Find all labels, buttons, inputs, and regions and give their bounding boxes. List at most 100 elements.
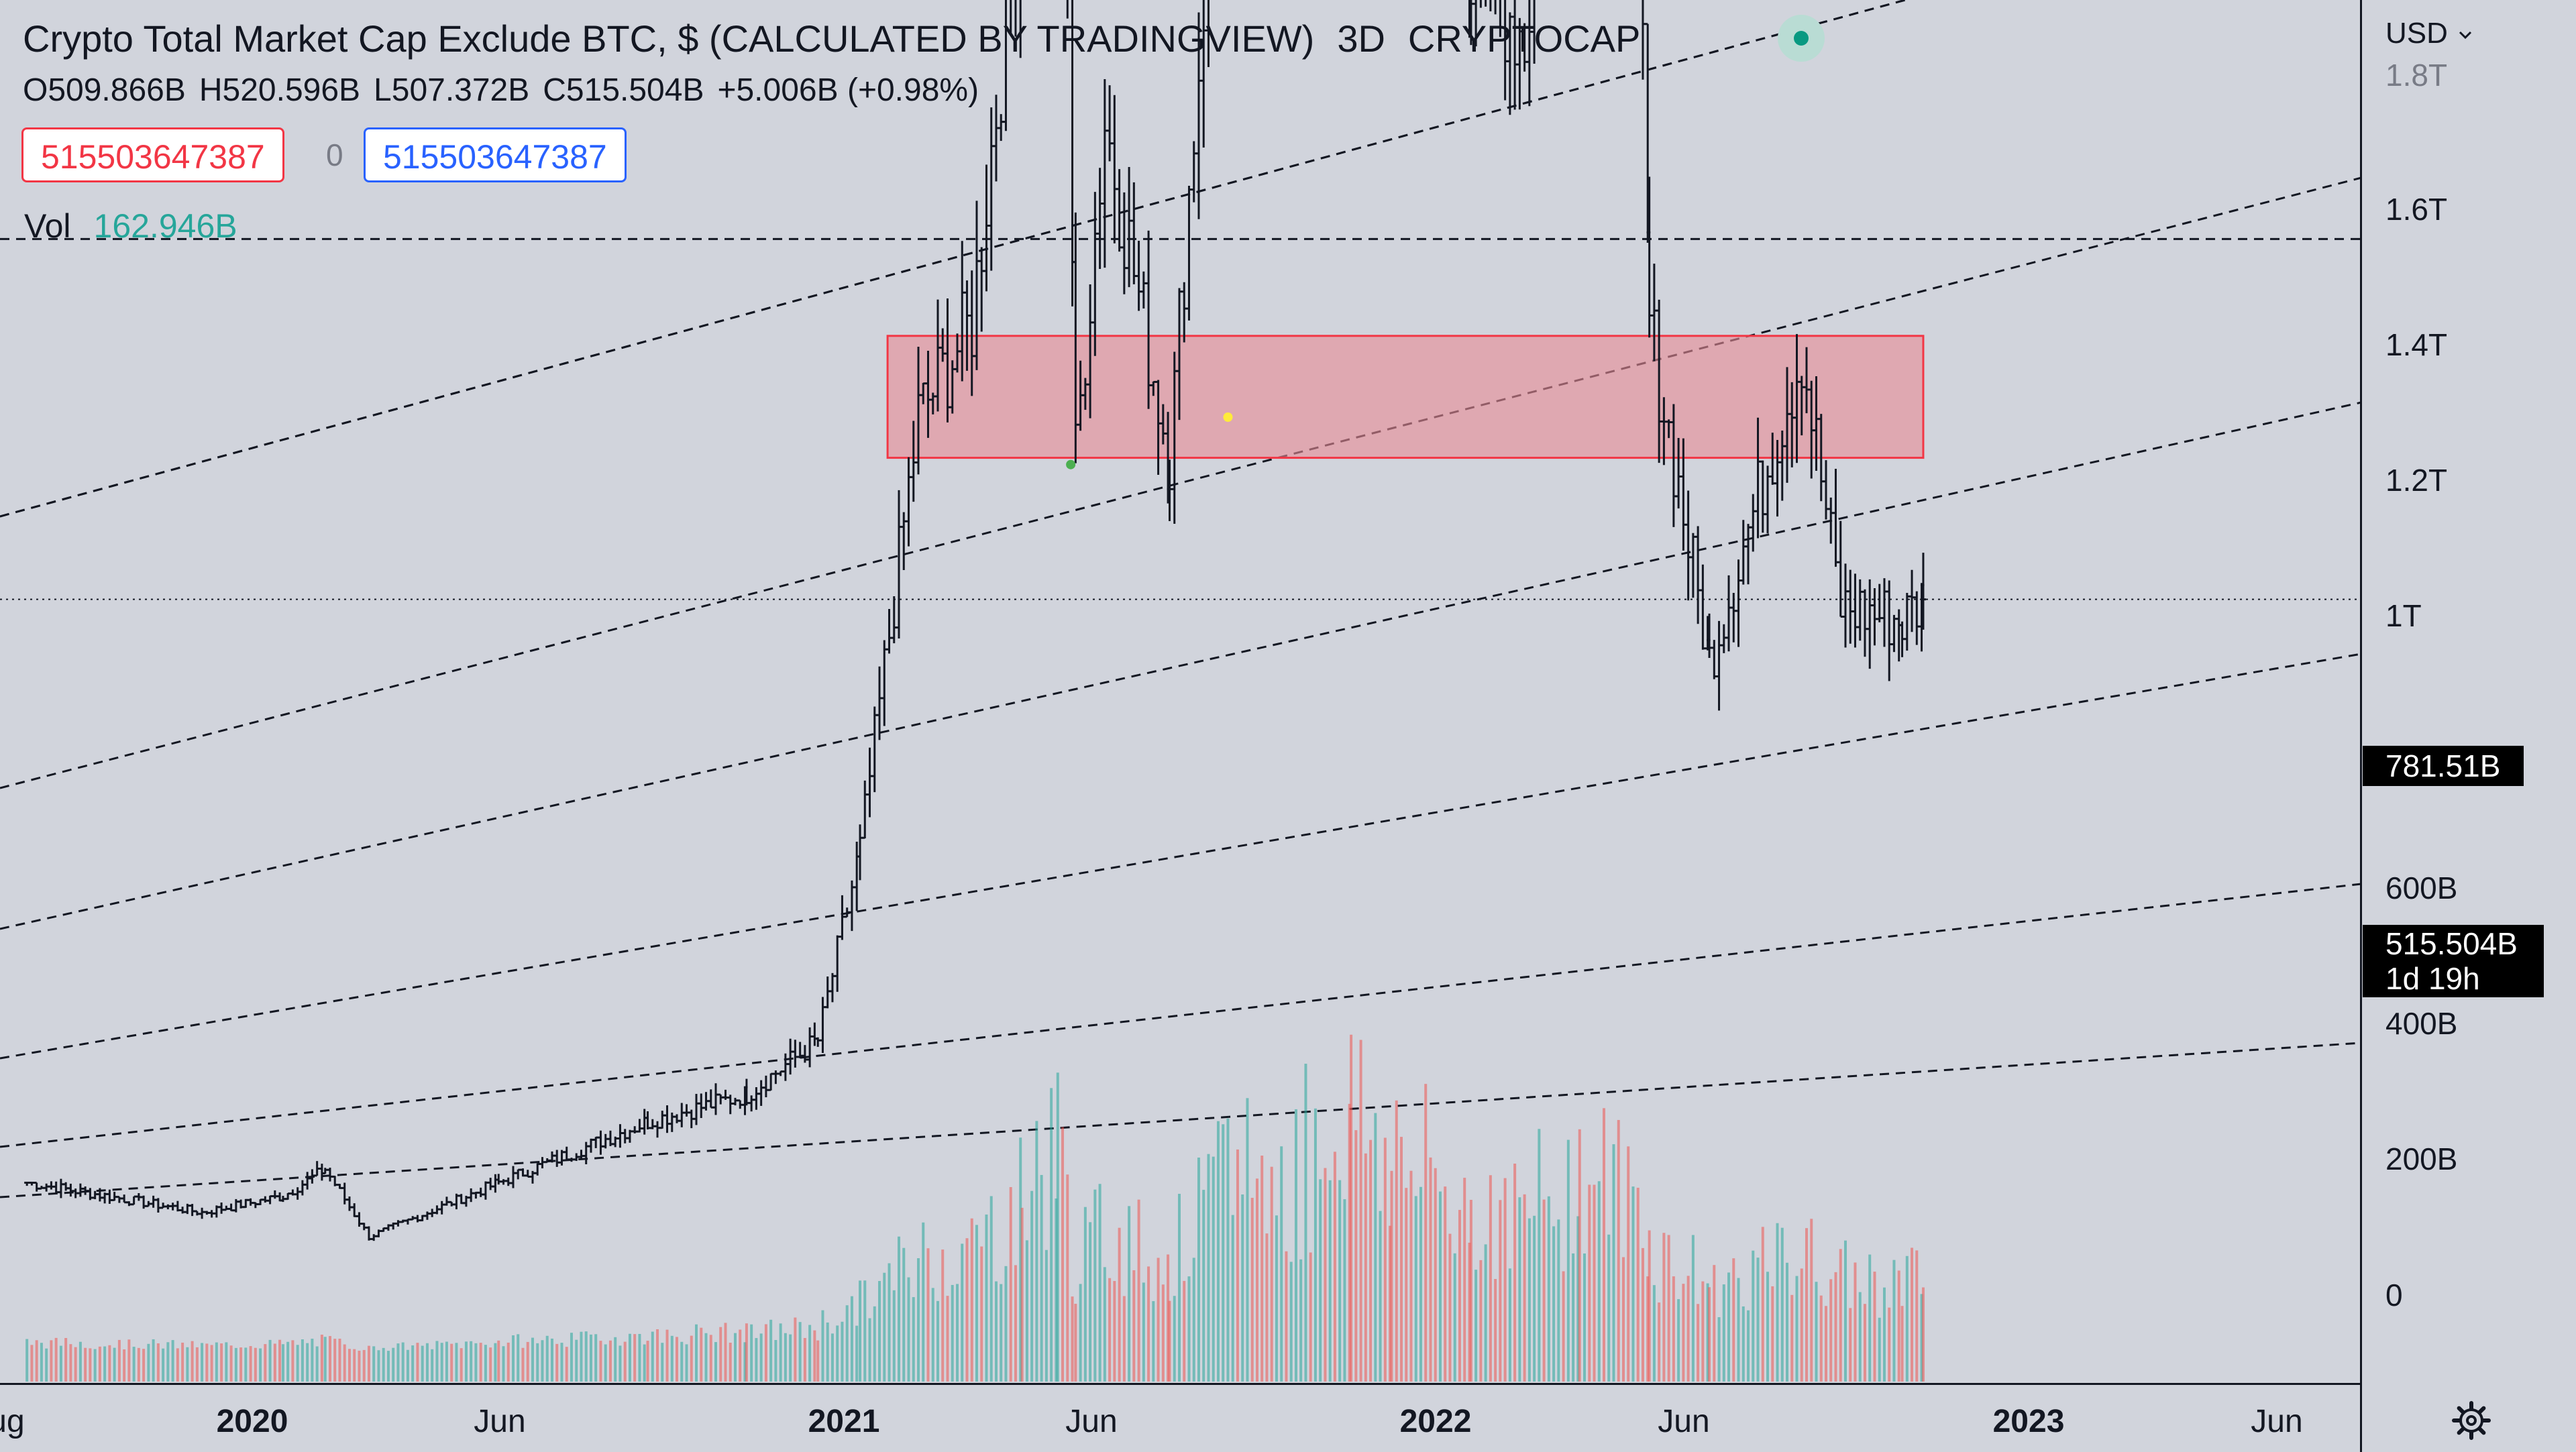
volume-bar [936, 1300, 939, 1382]
ohlc-bar [529, 1170, 535, 1184]
volume-bar [1921, 1287, 1925, 1382]
volume-bar [1636, 1187, 1640, 1382]
ohlc-bar [482, 1181, 488, 1200]
volume-bar [1469, 1200, 1472, 1382]
volume-bar [779, 1323, 782, 1382]
ohlc-bar [1872, 588, 1878, 646]
ohlc-bar [698, 1093, 704, 1119]
ohlc-bar [627, 1129, 633, 1143]
volume-bar [1338, 1180, 1342, 1382]
volume-bar [1727, 1272, 1731, 1382]
time-axis-border [0, 1383, 2361, 1385]
volume-bar [1892, 1260, 1896, 1382]
ohlc-bar [679, 1103, 685, 1127]
ohlc-bar [131, 1195, 137, 1206]
ohlc-bar [38, 1186, 44, 1190]
volume-bar [386, 1351, 390, 1382]
volume-bar [421, 1345, 424, 1382]
volume-bar [1056, 1072, 1059, 1382]
volume-bar [1863, 1304, 1866, 1382]
volume-bar [1350, 1034, 1353, 1382]
ohlc-bar [1140, 271, 1146, 309]
volume-bar [1183, 1280, 1186, 1382]
ohlc-bar [415, 1215, 421, 1223]
volume-bar [808, 1325, 812, 1382]
volume-bar [89, 1348, 92, 1382]
time-label: 2021 [808, 1404, 880, 1439]
time-label: 2023 [1992, 1404, 2065, 1439]
volume-bar [411, 1345, 415, 1382]
volume-bar [1652, 1285, 1656, 1382]
volume-bar [1255, 1178, 1258, 1382]
ohlc-bar [209, 1210, 215, 1218]
volume-bar [1333, 1152, 1336, 1382]
volume-bar [1737, 1278, 1740, 1382]
ohlc-bar [768, 1072, 774, 1091]
volume-bar [1882, 1287, 1886, 1382]
settings-gear-icon[interactable] [2450, 1399, 2493, 1442]
volume-bar [729, 1342, 732, 1382]
volume-bar [1691, 1235, 1695, 1382]
ohlc-bar [1690, 533, 1696, 598]
ohlc-bar [867, 747, 873, 818]
ohlc-bar [1499, 0, 1501, 38]
volume-bar [560, 1343, 564, 1382]
ohlc-bar [24, 1181, 30, 1186]
volume-bar [1771, 1286, 1774, 1382]
ohlc-bar [718, 1093, 724, 1105]
ohlc-bar [1716, 620, 1722, 711]
volume-bar [521, 1347, 525, 1382]
volume-bar [181, 1342, 184, 1382]
volume-bar [1197, 1157, 1200, 1382]
price-label: 400B [2385, 1006, 2458, 1041]
ohlc-bar [150, 1195, 156, 1208]
volume-bar [1641, 1247, 1644, 1382]
volume-bar [210, 1345, 213, 1382]
volume-bar [1648, 1230, 1651, 1382]
ohlc-bar [1014, 0, 1017, 37]
ohlc-bar [632, 1126, 638, 1133]
ohlc-bar [361, 1223, 367, 1231]
volume-bar [254, 1347, 257, 1382]
volume-bar [64, 1337, 68, 1382]
volume-bar [201, 1343, 204, 1382]
ohlc-bar [194, 1210, 200, 1216]
volume-bar [1752, 1250, 1755, 1382]
volume-legend[interactable]: Vol 162.946B [24, 205, 237, 247]
volume-bar [1588, 1184, 1591, 1382]
interval-label[interactable]: 3D [1337, 17, 1385, 60]
volume-bar [108, 1345, 111, 1382]
volume-bar [460, 1348, 463, 1382]
ohlc-bar [896, 490, 902, 638]
volume-bar [1805, 1228, 1808, 1382]
sell-button[interactable]: 515503647387 [21, 127, 284, 182]
buy-button[interactable]: 515503647387 [364, 127, 627, 182]
ohlc-bar [1494, 0, 1497, 15]
volume-bar [1168, 1300, 1171, 1382]
symbol-header[interactable]: Crypto Total Market Cap Exclude BTC, $ (… [23, 15, 1663, 63]
volume-bar [695, 1324, 698, 1382]
volume-bar [739, 1329, 742, 1382]
symbol-title[interactable]: Crypto Total Market Cap Exclude BTC, $ (… [23, 17, 1315, 60]
ohlc-bar [1823, 460, 1829, 520]
ohlc-bar [564, 1146, 570, 1161]
volume-label: Vol [24, 207, 71, 245]
ohlc-bar [797, 1042, 803, 1058]
volume-bar [784, 1333, 787, 1382]
ohlc-bar [1136, 240, 1142, 311]
ohlc-bar [1920, 553, 1926, 630]
ohlc-bar [267, 1195, 273, 1205]
volume-bar [1527, 1218, 1531, 1382]
bar-countdown: 1d 19h [2385, 961, 2480, 996]
ohlc-bar [688, 1109, 694, 1129]
volume-bar [873, 1306, 876, 1382]
ohlc-bar [777, 1070, 784, 1076]
ohlc-bar [659, 1111, 665, 1129]
market-status-icon[interactable] [1778, 15, 1825, 62]
volume-bar [912, 1297, 915, 1382]
volume-bar [555, 1343, 559, 1382]
currency-selector[interactable]: USD [2385, 15, 2473, 52]
ohlc-bar [121, 1194, 127, 1204]
